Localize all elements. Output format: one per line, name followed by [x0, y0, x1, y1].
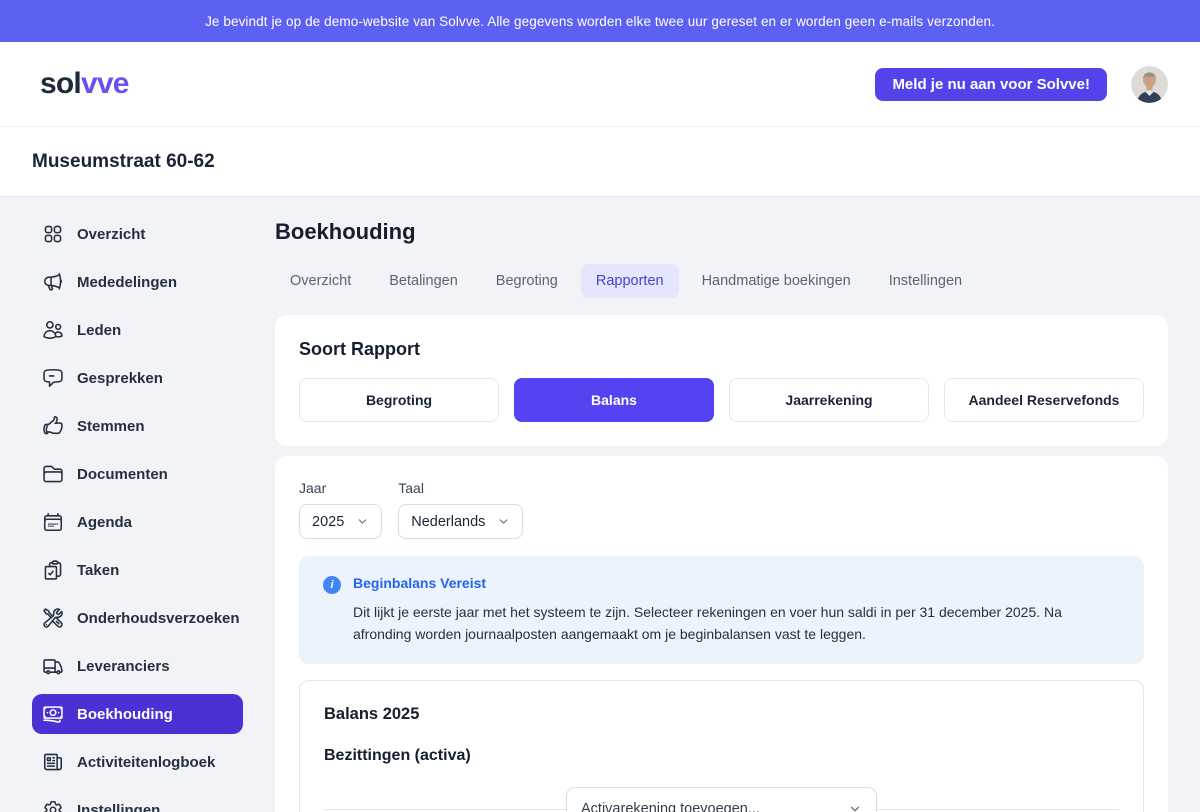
- banknotes-icon: [43, 706, 63, 723]
- main-content: Boekhouding Overzicht Betalingen Begroti…: [275, 197, 1200, 812]
- truck-icon: [43, 659, 63, 675]
- year-select-value: 2025: [312, 513, 345, 530]
- language-filter: Taal Nederlands: [398, 480, 524, 539]
- demo-banner-text: Je bevindt je op de demo-website van Sol…: [205, 13, 995, 29]
- sidebar-item-boekhouding[interactable]: Boekhouding: [32, 694, 243, 734]
- user-avatar[interactable]: [1131, 65, 1168, 103]
- sidebar-item-label: Documenten: [77, 465, 168, 483]
- newspaper-icon: [43, 753, 63, 771]
- sidebar-item-label: Boekhouding: [77, 705, 173, 723]
- tab-betalingen[interactable]: Betalingen: [389, 273, 458, 289]
- sidebar-item-label: Activiteitenlogboek: [77, 753, 216, 771]
- year-filter: Jaar 2025: [299, 480, 383, 539]
- sidebar-item-onderhoudsverzoeken[interactable]: Onderhoudsverzoeken: [32, 598, 243, 638]
- sidebar-item-label: Leden: [77, 321, 122, 339]
- report-type-options: Begroting Balans Jaarrekening Aandeel Re…: [299, 378, 1144, 422]
- report-option-balans[interactable]: Balans: [514, 378, 714, 422]
- users-icon: [43, 321, 63, 340]
- report-option-begroting[interactable]: Begroting: [299, 378, 499, 422]
- sidebar-item-instellingen[interactable]: Instellingen: [32, 790, 243, 812]
- add-asset-account-select[interactable]: Activarekening toevoegen...: [566, 787, 877, 812]
- tab-begroting[interactable]: Begroting: [495, 273, 558, 289]
- chevron-down-icon: [358, 519, 367, 524]
- sidebar-item-agenda[interactable]: Agenda: [32, 502, 243, 542]
- sidebar-item-gesprekken[interactable]: Gesprekken: [32, 358, 243, 398]
- chat-bubble-icon: [43, 368, 63, 388]
- sidebar-item-label: Instellingen: [77, 801, 161, 812]
- sidebar-item-label: Agenda: [77, 513, 133, 531]
- sidebar-item-mededelingen[interactable]: Mededelingen: [32, 262, 243, 302]
- sidebar-item-leden[interactable]: Leden: [32, 310, 243, 350]
- sidebar-item-leveranciers[interactable]: Leveranciers: [32, 646, 243, 686]
- demo-banner: Je bevindt je op de demo-website van Sol…: [0, 0, 1200, 42]
- year-select[interactable]: 2025: [299, 504, 383, 539]
- report-option-aandeel-reservefonds[interactable]: Aandeel Reservefonds: [944, 378, 1144, 422]
- info-icon: i: [323, 576, 341, 594]
- report-type-title: Soort Rapport: [299, 339, 420, 359]
- add-asset-row: Activarekening toevoegen...: [324, 787, 1119, 812]
- report-detail-card: Jaar 2025 Taal Nederlands i: [275, 456, 1168, 812]
- tab-instellingen[interactable]: Instellingen: [888, 273, 963, 289]
- sidebar-item-label: Overzicht: [77, 225, 146, 243]
- sidebar: Overzicht Mededelingen Leden Gesprekken …: [0, 197, 275, 812]
- alert-body: Dit lijkt je eerste jaar met het systeem…: [353, 604, 1062, 642]
- boekhouding-tabs: Overzicht Betalingen Begroting Rapporten…: [275, 264, 1168, 298]
- chevron-down-icon: [850, 806, 860, 812]
- gear-icon: [44, 800, 62, 812]
- year-label: Jaar: [299, 480, 327, 496]
- sidebar-item-documenten[interactable]: Documenten: [32, 454, 243, 494]
- language-label: Taal: [398, 480, 424, 496]
- tab-rapporten[interactable]: Rapporten: [580, 264, 679, 298]
- balance-sheet-title: Balans 2025: [324, 705, 420, 723]
- sidebar-item-label: Mededelingen: [77, 273, 178, 291]
- thumb-up-icon: [43, 416, 63, 435]
- sidebar-item-label: Stemmen: [77, 417, 145, 435]
- solvve-logo[interactable]: solvve: [40, 67, 129, 100]
- sidebar-item-label: Gesprekken: [77, 369, 163, 387]
- language-select-value: Nederlands: [411, 513, 486, 530]
- sidebar-item-taken[interactable]: Taken: [32, 550, 243, 590]
- tab-handmatige-boekingen[interactable]: Handmatige boekingen: [701, 273, 851, 289]
- assets-section-title: Bezittingen (activa): [324, 747, 471, 764]
- alert-title: Beginbalans Vereist: [353, 575, 487, 591]
- sidebar-item-activiteitenlogboek[interactable]: Activiteitenlogboek: [32, 742, 243, 782]
- sidebar-item-overzicht[interactable]: Overzicht: [32, 214, 243, 254]
- add-asset-account-placeholder: Activarekening toevoegen...: [581, 801, 760, 812]
- megaphone-icon: [43, 272, 63, 291]
- folder-icon: [43, 465, 63, 483]
- signup-cta-button[interactable]: Meld je nu aan voor Solvve!: [875, 67, 1107, 101]
- avatar-image: [1131, 65, 1168, 103]
- property-bar: Museumstraat 60-62: [0, 126, 1200, 197]
- report-filters: Jaar 2025 Taal Nederlands: [299, 480, 1144, 539]
- sidebar-item-stemmen[interactable]: Stemmen: [32, 406, 243, 446]
- alert-content: Beginbalans Vereist Dit lijkt je eerste …: [353, 575, 1120, 645]
- property-title: Museumstraat 60-62: [32, 150, 215, 172]
- calendar-icon: [43, 512, 63, 532]
- report-option-jaarrekening[interactable]: Jaarrekening: [729, 378, 929, 422]
- header-actions: Meld je nu aan voor Solvve!: [875, 65, 1168, 103]
- app-header: solvve Meld je nu aan voor Solvve!: [0, 42, 1200, 126]
- squares-grid-icon: [44, 225, 62, 243]
- sidebar-item-label: Onderhoudsverzoeken: [77, 609, 240, 627]
- chevron-down-icon: [500, 519, 508, 524]
- report-type-card: Soort Rapport Begroting Balans Jaarreken…: [275, 315, 1168, 446]
- sidebar-item-label: Taken: [77, 561, 120, 579]
- opening-balance-alert: i Beginbalans Vereist Dit lijkt je eerst…: [299, 556, 1144, 664]
- sidebar-item-label: Leveranciers: [77, 657, 170, 675]
- language-select[interactable]: Nederlands: [398, 504, 524, 539]
- clipboard-check-icon: [44, 560, 62, 580]
- balance-sheet-card: Balans 2025 Bezittingen (activa) Activar…: [299, 680, 1144, 812]
- tab-overzicht[interactable]: Overzicht: [290, 273, 352, 289]
- wrench-screwdriver-icon: [43, 608, 63, 628]
- page-title: Boekhouding: [275, 219, 416, 244]
